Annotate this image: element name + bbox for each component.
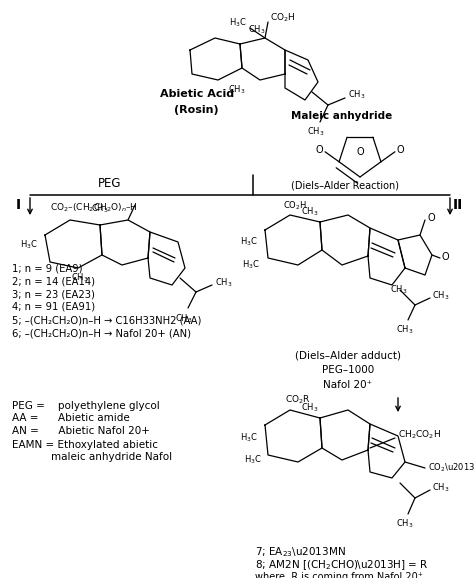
Text: CH$_2$CO$_2$H: CH$_2$CO$_2$H [398,429,441,441]
Text: PEG =    polyethylene glycol: PEG = polyethylene glycol [12,401,160,411]
Text: PEG: PEG [98,176,122,190]
Text: II: II [453,198,463,212]
Text: CH$_3$: CH$_3$ [301,402,319,414]
Text: O: O [427,213,435,223]
Text: (Diels–Alder Reaction): (Diels–Alder Reaction) [291,180,399,190]
Text: 8; AM2N [(CH$_2$CHO)\u2013H] = R: 8; AM2N [(CH$_2$CHO)\u2013H] = R [255,558,428,572]
Text: 5; –(CH₂CH₂O)n–H → C16H33NH2 (AA): 5; –(CH₂CH₂O)n–H → C16H33NH2 (AA) [12,316,201,326]
Text: maleic anhydride Nafol: maleic anhydride Nafol [12,451,172,462]
Text: CO$_2$\u2013(CH$_2$CH$_2$O)$_{23}$\u2013H: CO$_2$\u2013(CH$_2$CH$_2$O)$_{23}$\u2013… [428,462,474,475]
Text: EAMN = Ethoxylated abietic: EAMN = Ethoxylated abietic [12,440,158,450]
Text: CH$_3$: CH$_3$ [175,312,193,324]
Text: CH$_3$: CH$_3$ [91,202,109,215]
Text: CH$_3$: CH$_3$ [301,206,319,218]
Text: AN =      Abietic Nafol 20+: AN = Abietic Nafol 20+ [12,426,150,436]
Text: where, R is coming from Nafol 20⁺.: where, R is coming from Nafol 20⁺. [255,572,426,578]
Text: 4; n = 91 (EA91): 4; n = 91 (EA91) [12,302,95,312]
Text: CO$_2$H: CO$_2$H [270,12,296,24]
Text: CO$_2$R: CO$_2$R [285,394,311,406]
Text: O: O [356,147,364,157]
Text: H$_3$C: H$_3$C [229,17,247,29]
Text: H$_3$C: H$_3$C [20,239,38,251]
Text: CO$_2$–(CH$_2$CH$_2$O)$_n$–H: CO$_2$–(CH$_2$CH$_2$O)$_n$–H [50,202,138,214]
Text: CH$_3$: CH$_3$ [432,481,449,494]
Text: CH$_3$: CH$_3$ [228,83,246,95]
Text: CH$_3$: CH$_3$ [396,323,414,335]
Text: 1; n = 9 (EA9): 1; n = 9 (EA9) [12,264,82,274]
Text: PEG–1000: PEG–1000 [322,365,374,375]
Text: 2; n = 14 (EA14): 2; n = 14 (EA14) [12,276,95,287]
Text: (Diels–Alder adduct): (Diels–Alder adduct) [295,350,401,360]
Text: O: O [442,252,450,262]
Text: 3; n = 23 (EA23): 3; n = 23 (EA23) [12,289,95,299]
Text: 7; EA$_{23}$\u2013MN: 7; EA$_{23}$\u2013MN [255,545,346,559]
Text: CO$_2$H: CO$_2$H [283,199,307,212]
Text: 6; –(CH₂CH₂O)n–H → Nafol 20+ (AN): 6; –(CH₂CH₂O)n–H → Nafol 20+ (AN) [12,328,191,339]
Text: H$_3$C: H$_3$C [242,259,260,271]
Text: H$_3$C: H$_3$C [240,236,258,248]
Text: CH$_3$: CH$_3$ [348,89,365,101]
Text: AA =      Abietic amide: AA = Abietic amide [12,413,129,424]
Text: CH$_3$: CH$_3$ [396,518,414,531]
Text: CH$_3$: CH$_3$ [390,284,408,297]
Text: (Rosin): (Rosin) [174,105,219,115]
Text: Maleic anhydride: Maleic anhydride [291,110,392,121]
Text: CH$_3$: CH$_3$ [215,277,233,289]
Text: Nafol 20⁺: Nafol 20⁺ [323,380,373,390]
Text: CH$_3$: CH$_3$ [71,272,89,284]
Text: O: O [397,145,404,155]
Text: CH$_3$: CH$_3$ [307,125,325,138]
Text: CH$_3$: CH$_3$ [432,290,449,302]
Text: O: O [316,145,323,155]
Text: H$_3$C: H$_3$C [244,454,262,466]
Text: Abietic Acid: Abietic Acid [160,89,234,99]
Text: H$_3$C: H$_3$C [240,432,258,444]
Text: I: I [16,198,20,212]
Text: CH$_3$: CH$_3$ [248,24,266,36]
